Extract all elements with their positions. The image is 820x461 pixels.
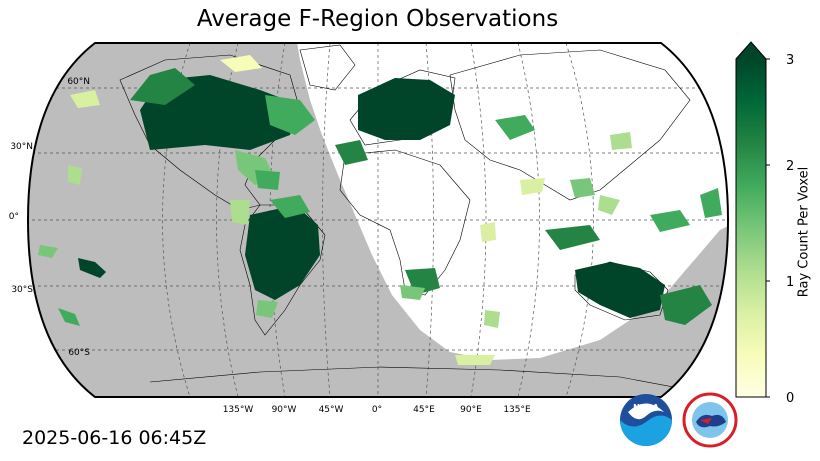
colorbar: 0 1 2 3	[735, 41, 794, 406]
lat-label-30s: 30°S	[11, 285, 33, 295]
lon-label-45e: 45°E	[413, 405, 435, 415]
africa-outline	[339, 149, 471, 296]
colorbar-tick-1: 1	[786, 275, 794, 290]
colorbar-extend-triangle	[736, 42, 766, 59]
lon-label-90w: 90°W	[272, 405, 297, 415]
colorbar-label: Ray Count Per Voxel	[796, 166, 812, 298]
noaa-logo: NOAA	[620, 394, 672, 446]
colorbar-tick-0: 0	[786, 391, 794, 406]
lon-label-0: 0°	[372, 405, 382, 415]
colorbar-tick-3: 3	[786, 53, 794, 68]
colorbar-tick-2: 2	[786, 159, 794, 174]
lat-label-60s: 60°S	[68, 348, 90, 358]
colorbar-frame	[735, 41, 767, 398]
colorbar-fill	[736, 59, 766, 397]
lat-label-60n: 60°N	[67, 77, 90, 87]
south-america-outline	[239, 204, 326, 336]
lon-label-90e: 90°E	[460, 405, 482, 415]
lat-label-30n: 30°N	[10, 142, 33, 152]
greenland-outline	[299, 44, 356, 91]
asia-outline	[449, 49, 691, 201]
observation-field	[38, 55, 722, 365]
lon-label-135e: 135°E	[503, 405, 531, 415]
lon-label-45w: 45°W	[319, 405, 344, 415]
globe-outline	[26, 42, 730, 398]
lat-label-0: 0°	[9, 212, 19, 222]
timestamp: 2025-06-16 06:45Z	[22, 427, 207, 449]
svg-text:NOAA: NOAA	[633, 403, 659, 412]
antarctica-outline	[149, 366, 701, 393]
map-title: Average F-Region Observations	[196, 6, 559, 32]
lon-label-135w: 135°W	[223, 405, 254, 415]
nws-logo	[682, 392, 738, 448]
